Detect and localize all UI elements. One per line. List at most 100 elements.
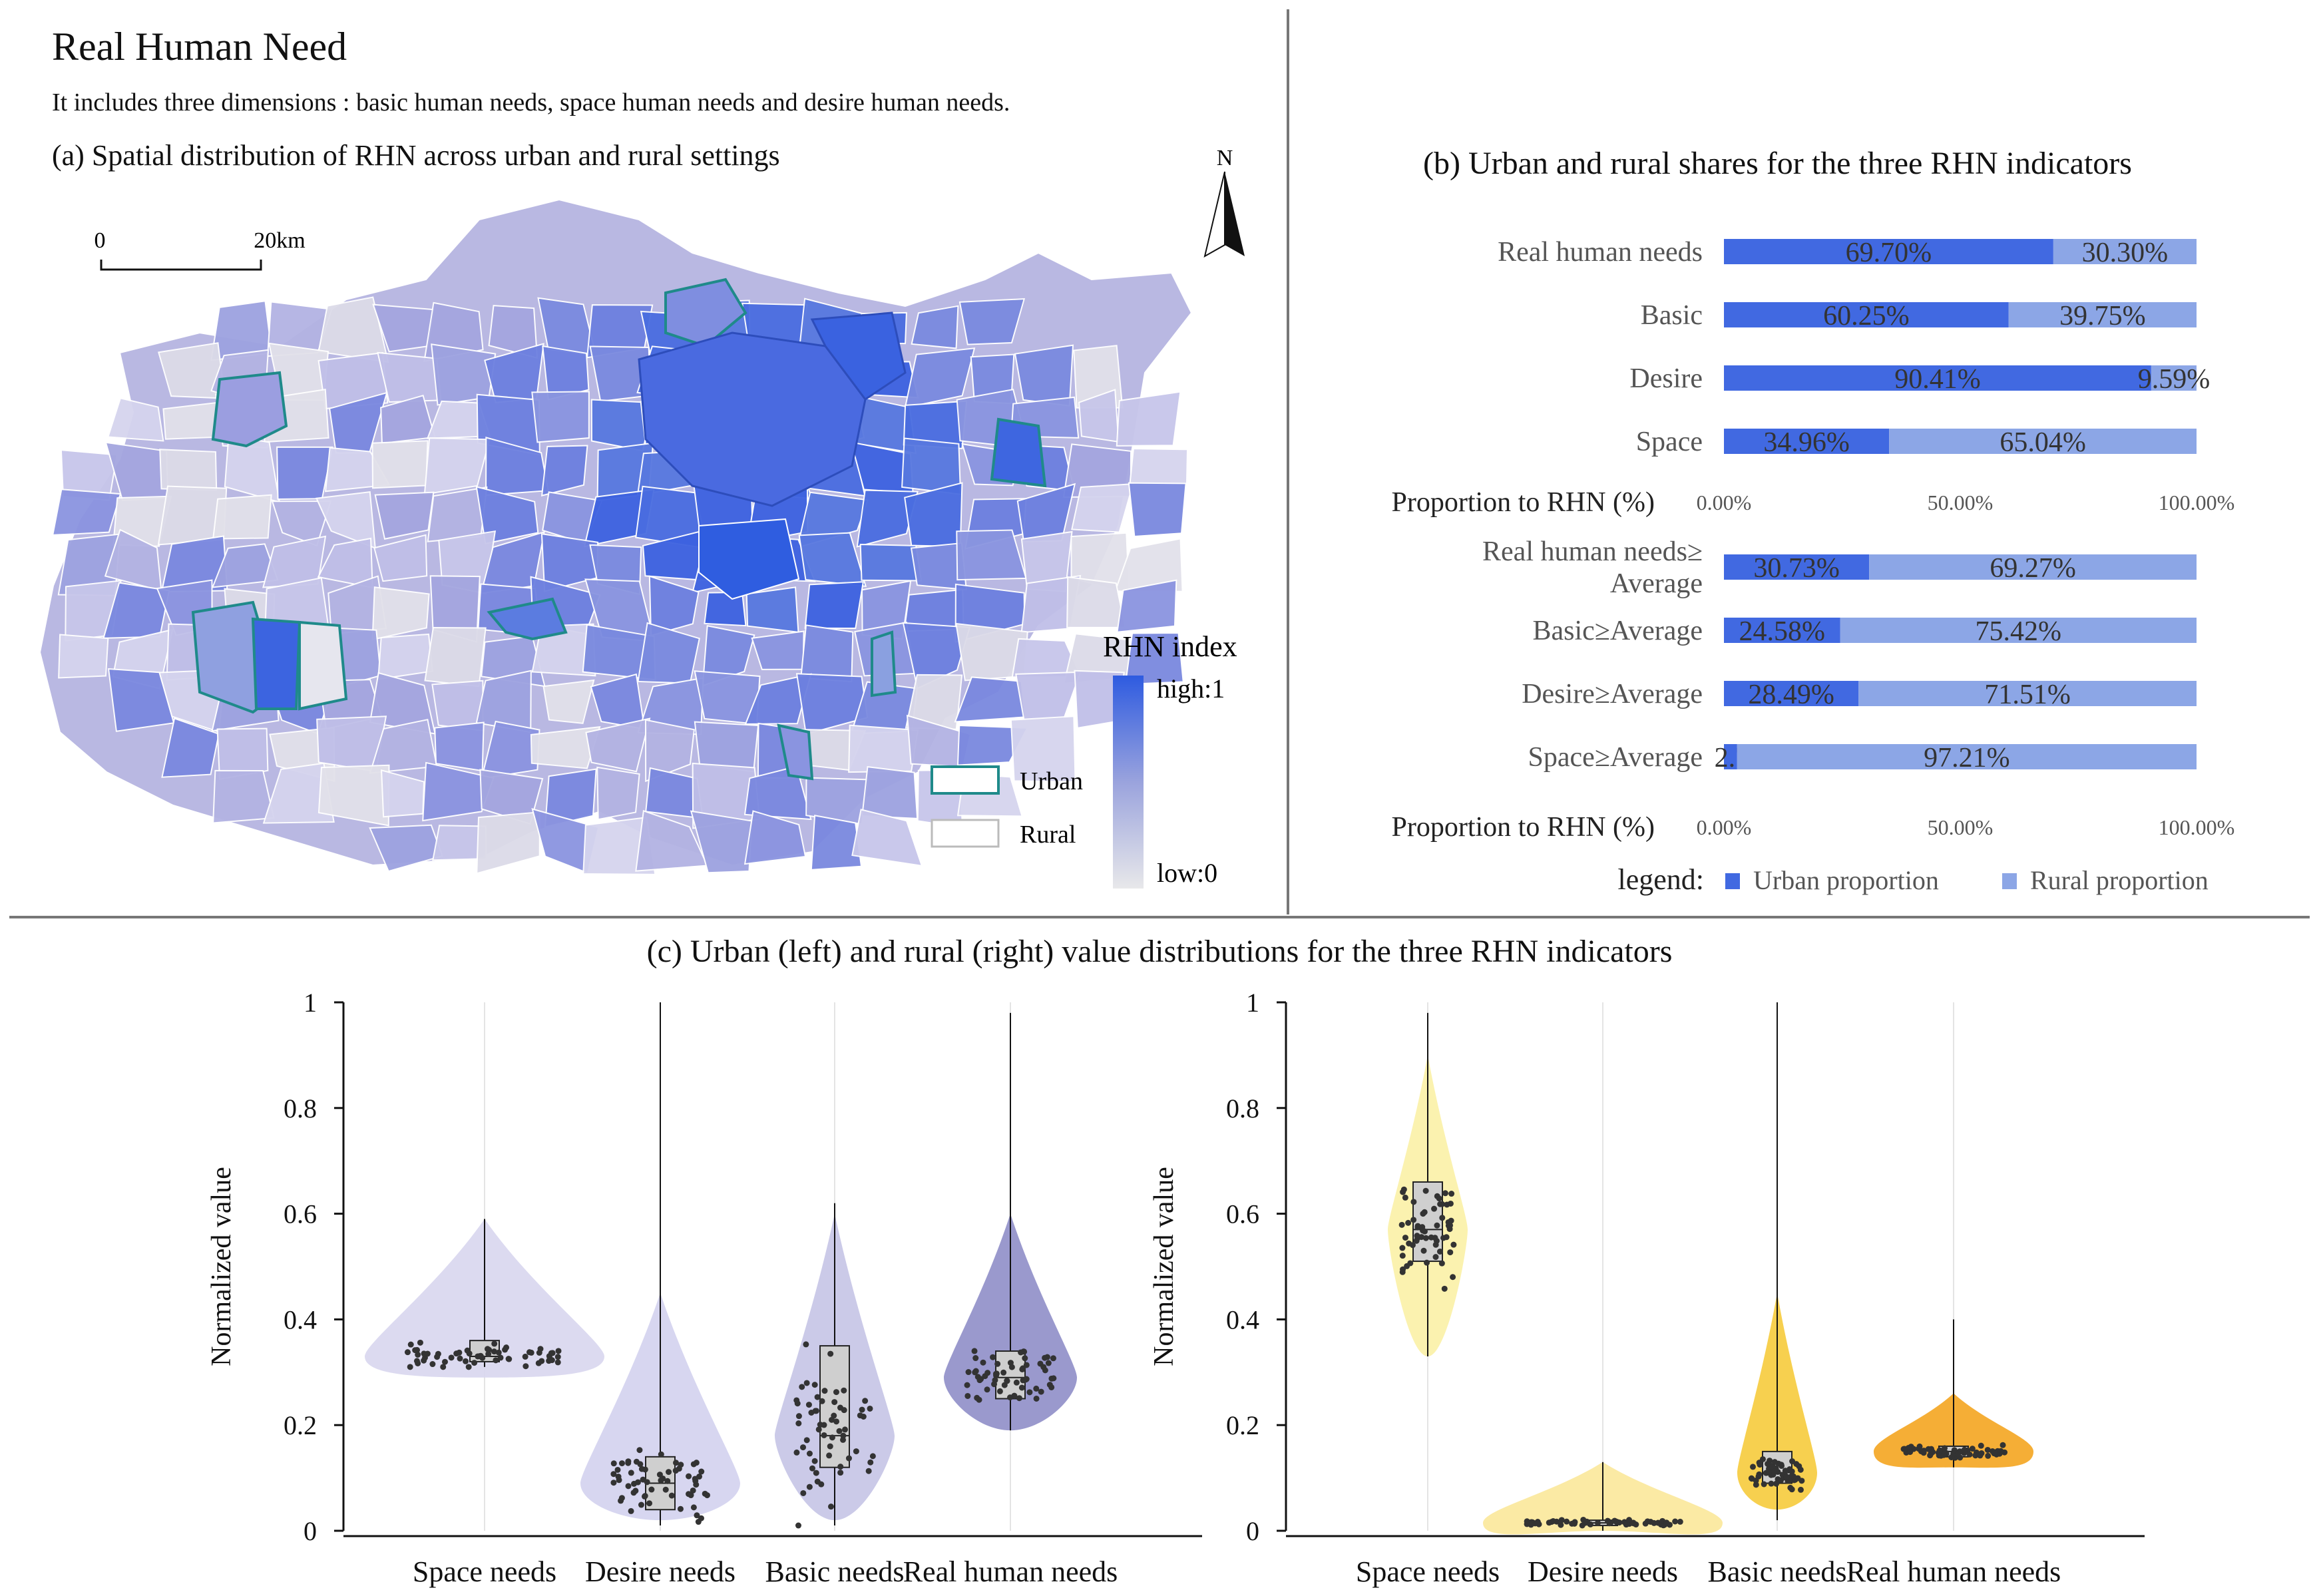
map-district: [371, 440, 429, 489]
map-district: [476, 811, 540, 875]
bar-value-label: 69.70%: [1846, 238, 1932, 268]
scale-end-label: 20km: [254, 228, 305, 253]
data-point: [546, 1355, 553, 1362]
map-district: [51, 489, 122, 536]
x-tick-label: 50.00%: [1928, 815, 1994, 839]
data-point: [1783, 1468, 1789, 1474]
data-point: [1765, 1460, 1771, 1467]
map-district: [1020, 574, 1082, 634]
data-point: [1431, 1205, 1438, 1212]
data-point: [1420, 1227, 1426, 1234]
data-point: [1972, 1452, 1979, 1459]
category-label: Basic≥Average: [1533, 616, 1703, 646]
map-district: [475, 486, 539, 544]
data-point: [704, 1492, 710, 1499]
data-point: [523, 1363, 529, 1370]
category-label-line: Real human needs≥: [1482, 536, 1703, 567]
data-point: [811, 1458, 818, 1464]
data-point: [658, 1451, 664, 1458]
bar-value-label: 97.21%: [1924, 743, 2010, 773]
category-label: Basic: [1641, 300, 1703, 331]
data-point: [1424, 1259, 1430, 1266]
data-point: [829, 1416, 835, 1423]
data-point: [800, 1444, 807, 1451]
data-point: [646, 1500, 653, 1507]
map-district: [743, 765, 812, 821]
data-point: [549, 1350, 556, 1356]
bar-urban: [1724, 302, 2009, 327]
data-point: [636, 1447, 643, 1454]
y-tick-label: 0.2: [1226, 1410, 1259, 1440]
map-district: [106, 397, 164, 442]
data-point: [1450, 1274, 1456, 1281]
scale-bar: [100, 260, 262, 271]
data-point: [453, 1350, 460, 1357]
box-iqr: [819, 1345, 850, 1468]
data-point: [1907, 1449, 1914, 1456]
bar-value-label: 39.75%: [2059, 301, 2146, 331]
legend-rural-label: Rural: [1020, 821, 1076, 849]
data-point: [826, 1452, 833, 1459]
map-district: [276, 446, 333, 500]
data-point: [1978, 1442, 1984, 1449]
data-point: [1050, 1355, 1056, 1362]
data-point: [1633, 1521, 1639, 1528]
data-point: [1787, 1484, 1794, 1491]
legend-title: legend:: [1617, 863, 1704, 896]
legend-urban-label: Urban proportion: [1753, 865, 1939, 895]
data-point: [841, 1407, 847, 1414]
urban-district: [777, 723, 814, 781]
data-point: [1422, 1187, 1429, 1194]
data-point: [842, 1426, 849, 1433]
data-point: [793, 1397, 800, 1404]
data-point: [992, 1370, 999, 1377]
data-point: [1757, 1462, 1763, 1468]
data-point: [976, 1377, 983, 1384]
data-point: [618, 1495, 625, 1501]
data-point: [1000, 1369, 1007, 1376]
map-district: [751, 630, 805, 670]
category-label: Desire: [1629, 363, 1703, 394]
map-district: [958, 298, 1026, 345]
data-point: [1016, 1395, 1022, 1402]
map-district: [745, 586, 799, 634]
data-point: [1966, 1451, 1973, 1458]
data-point: [638, 1466, 645, 1472]
x-category-label: Desire needs: [585, 1555, 736, 1588]
violin-charts: 0 0.2 0.4 0.6 0.8 1 Normalized value Space need…: [206, 988, 2145, 1588]
data-point: [971, 1348, 978, 1354]
map-panel-title: (a) Spatial distribution of RHN across u…: [52, 139, 780, 172]
map-district: [810, 815, 863, 871]
x-tick-label: 100.00%: [2159, 815, 2235, 839]
data-point: [1948, 1454, 1955, 1461]
data-point: [407, 1341, 414, 1348]
data-point: [831, 1399, 838, 1406]
bar-rural: [2053, 239, 2197, 264]
y-tick-label: 1: [1246, 988, 1259, 1018]
data-point: [992, 1377, 998, 1384]
data-point: [1405, 1219, 1412, 1226]
data-point: [811, 1382, 818, 1388]
data-point: [980, 1359, 986, 1366]
x-axis-label: Proportion to RHN (%): [1392, 487, 1655, 518]
map-district: [542, 345, 590, 401]
map-district: [422, 761, 495, 822]
data-point: [1432, 1241, 1439, 1248]
data-point: [1008, 1364, 1015, 1370]
map-district: [377, 351, 442, 403]
data-point: [867, 1459, 874, 1466]
data-point: [865, 1468, 872, 1474]
y-axis-label: Normalized value: [1149, 1167, 1179, 1366]
bar-value-label: 9.59%: [2138, 364, 2211, 395]
data-point: [506, 1356, 513, 1362]
y-axis-label: Normalized value: [206, 1167, 237, 1366]
data-point: [1672, 1518, 1679, 1525]
map-district: [423, 437, 491, 495]
legend-urban-swatch: [1725, 873, 1740, 889]
data-point: [1022, 1355, 1028, 1362]
category-label-line: Average: [1610, 568, 1703, 599]
data-point: [1414, 1233, 1420, 1239]
category-label: Space: [1636, 427, 1703, 457]
map-district: [212, 494, 272, 540]
data-point: [1991, 1450, 1998, 1457]
